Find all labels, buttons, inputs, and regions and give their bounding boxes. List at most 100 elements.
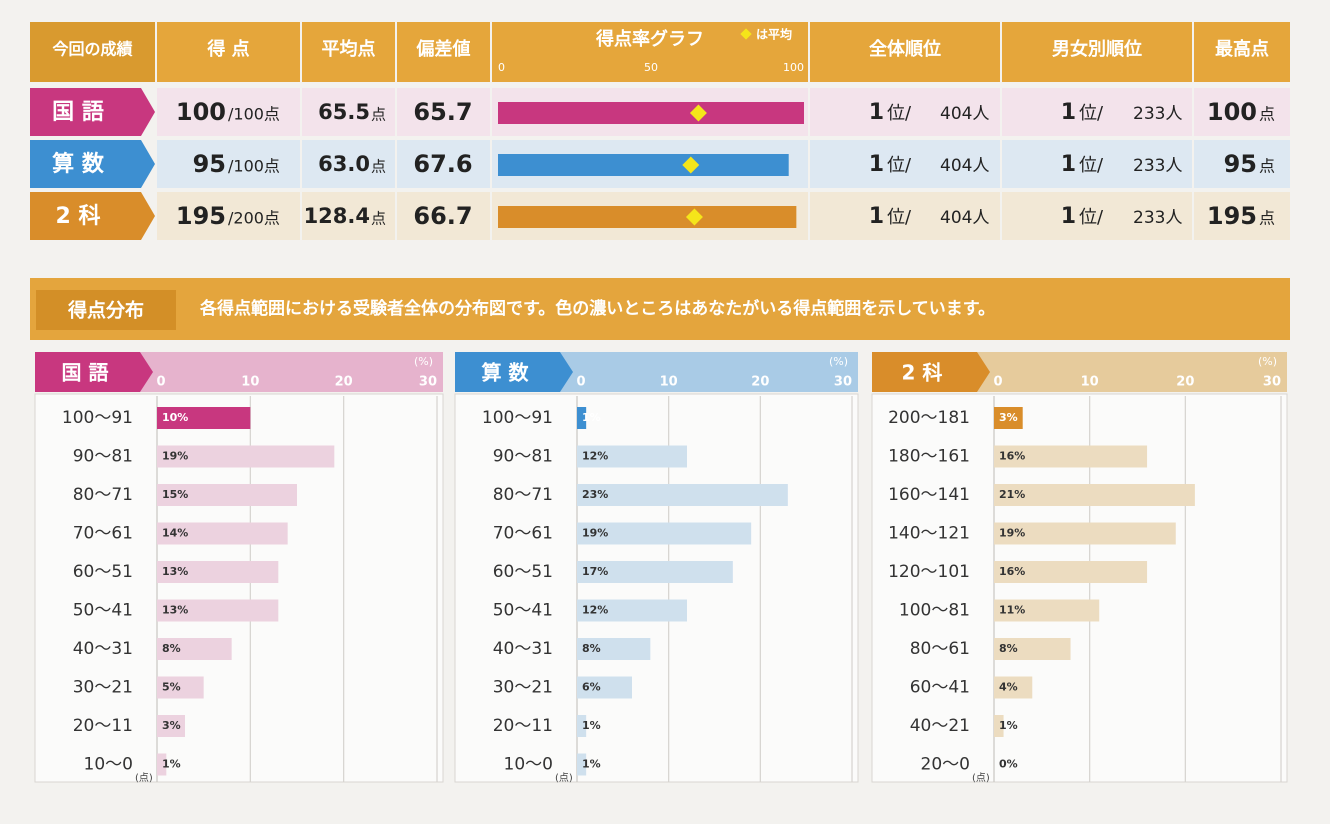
header-cell — [157, 22, 300, 82]
unit: 点 — [1259, 209, 1275, 228]
distribution-bar — [157, 715, 185, 737]
subject-label: 2 科 — [56, 204, 101, 229]
percent-unit: (%) — [829, 355, 848, 368]
distribution-bar — [157, 407, 251, 429]
unit: 点 — [1259, 157, 1275, 176]
bar-value-label: 17% — [582, 565, 608, 578]
section-title: 得点分布 — [67, 299, 144, 322]
gender-count: 233人 — [1133, 156, 1182, 176]
panel-subject-tag — [35, 352, 153, 392]
overall-count: 404人 — [940, 208, 989, 228]
distribution-bar — [577, 484, 788, 506]
x-tick-label: 30 — [1263, 375, 1281, 390]
row-cell — [810, 192, 1000, 240]
deviation: 65.7 — [413, 98, 472, 126]
row-cell — [157, 192, 300, 240]
average: 63.0 — [318, 152, 370, 176]
subject-tag — [30, 140, 155, 188]
rank-suffix: 位/ — [1079, 155, 1104, 176]
score-range: 100～81 — [899, 601, 970, 621]
bar-value-label: 23% — [582, 488, 608, 501]
gender-rank: 1 — [1061, 152, 1076, 177]
score-range: 180～161 — [888, 447, 970, 467]
bar-value-label: 3% — [162, 719, 181, 732]
bar-value-label: 1% — [582, 719, 601, 732]
graph-tick-label: 100 — [783, 61, 804, 74]
distribution-bar — [577, 638, 651, 660]
distribution-bar — [577, 676, 632, 699]
deviation: 66.7 — [413, 202, 472, 230]
distribution-bar — [994, 676, 1033, 699]
header-cell — [492, 22, 808, 82]
distribution-bar — [157, 599, 279, 622]
unit: 点 — [371, 106, 386, 124]
graph-legend: は平均 — [756, 27, 792, 42]
row-cell — [302, 192, 395, 240]
header-cell — [810, 22, 1000, 82]
percent-unit: (%) — [414, 355, 433, 368]
x-tick-label: 30 — [419, 375, 437, 390]
subject-label: 算 数 — [52, 151, 105, 177]
unit: 点 — [371, 210, 386, 228]
score-range: 50～41 — [493, 601, 553, 621]
row-cell — [1194, 140, 1290, 188]
unit: 点 — [1259, 105, 1275, 124]
overall-rank: 1 — [869, 152, 884, 177]
bar-value-label: 4% — [999, 681, 1018, 694]
score-range: 20～11 — [73, 716, 133, 736]
bar-value-label: 11% — [999, 604, 1025, 617]
row-cell — [1194, 88, 1290, 136]
full-score: /200点 — [228, 209, 280, 228]
score-range: 80～71 — [493, 485, 553, 505]
distribution-bar — [994, 715, 1004, 737]
distribution-bar — [577, 407, 587, 429]
bar-value-label: 8% — [582, 642, 601, 655]
row-cell — [810, 88, 1000, 136]
average: 65.5 — [318, 100, 370, 124]
distribution-bar — [577, 522, 752, 545]
max-score: 100 — [1207, 98, 1257, 126]
distribution-bar — [994, 599, 1100, 622]
x-tick-label: 20 — [1176, 375, 1194, 390]
section-label-box — [36, 290, 176, 330]
bar-value-label: 15% — [162, 488, 188, 501]
distribution-bar — [994, 638, 1071, 660]
bar-value-label: 19% — [582, 527, 608, 540]
bar-value-label: 3% — [999, 411, 1018, 424]
header-cell — [1002, 22, 1192, 82]
score-range: 30～21 — [73, 678, 133, 698]
row-cell — [157, 140, 300, 188]
header-cell — [302, 22, 395, 82]
score-range: 60～51 — [73, 562, 133, 582]
score-unit: (点) — [135, 772, 153, 784]
subject-tag — [30, 192, 155, 240]
rank-suffix: 位/ — [1079, 103, 1104, 124]
distribution-bar — [994, 484, 1195, 506]
gender-rank: 1 — [1061, 100, 1076, 125]
bar-value-label: 16% — [999, 565, 1025, 578]
bar-value-label: 1% — [582, 758, 601, 771]
x-tick-label: 10 — [660, 375, 678, 390]
distribution-bar — [157, 753, 167, 776]
max-score: 95 — [1224, 150, 1257, 178]
panel-subject: 国 語 — [62, 361, 109, 385]
bar-value-label: 16% — [999, 450, 1025, 463]
score-range: 40～31 — [493, 639, 553, 659]
average-marker — [685, 208, 703, 226]
bar-value-label: 8% — [999, 642, 1018, 655]
bar-value-label: 14% — [162, 527, 188, 540]
bar-value-label: 12% — [582, 450, 608, 463]
full-score: /100点 — [228, 157, 280, 176]
header-label: 全体順位 — [869, 38, 941, 60]
distribution-bar — [577, 599, 687, 622]
bar-value-label: 1% — [162, 758, 181, 771]
score-range: 70～61 — [493, 524, 553, 544]
score-range: 60～51 — [493, 562, 553, 582]
x-tick-label: 20 — [335, 375, 353, 390]
header-label: 男女別順位 — [1052, 38, 1142, 60]
subject-label: 国 語 — [52, 100, 104, 125]
score-unit: (点) — [555, 772, 573, 784]
score-range: 140～121 — [888, 524, 970, 544]
